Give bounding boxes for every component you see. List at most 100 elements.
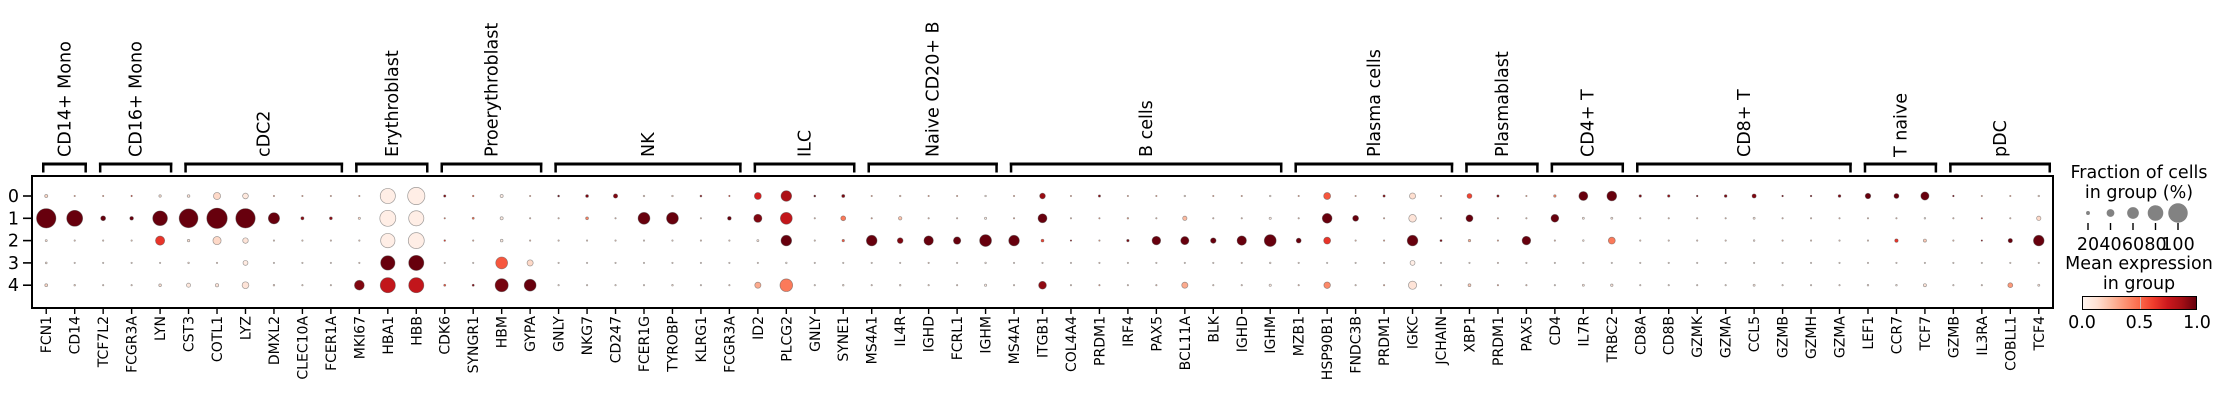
expression-dot: [699, 217, 702, 220]
expression-dot: [1496, 284, 1499, 287]
group-bracket-end: [995, 162, 998, 173]
group-bracket: [1636, 162, 1852, 166]
expression-dot: [1781, 239, 1784, 242]
colorbar-mid-tick: [2139, 297, 2141, 309]
expression-dot: [585, 284, 589, 287]
expression-dot: [956, 217, 959, 220]
expression-dot: [1610, 261, 1613, 264]
expression-dot: [2009, 194, 2012, 198]
size-legend-dot: [2127, 207, 2139, 219]
expression-dot: [1236, 235, 1247, 246]
expression-dot: [841, 194, 846, 198]
expression-dot: [1607, 236, 1616, 245]
expression-dot: [754, 192, 762, 200]
expression-dot: [272, 261, 276, 264]
expression-dot: [1894, 238, 1899, 243]
group-bracket-end: [1636, 162, 1639, 173]
group-label: Plasmablast: [1493, 51, 1513, 157]
expression-dot: [1155, 217, 1158, 220]
gene-label: GZMK: [1690, 315, 1706, 358]
expression-dot: [358, 194, 361, 198]
expression-dot: [1069, 239, 1073, 242]
group-label: pDC: [1991, 120, 2011, 157]
expression-dot: [155, 235, 166, 246]
expression-dot: [443, 217, 446, 220]
expression-dot: [1008, 234, 1020, 247]
expression-dot: [1610, 216, 1614, 220]
expression-dot: [358, 239, 361, 242]
gene-label: TCF7: [1918, 316, 1934, 351]
gene-label: PAX5: [1149, 316, 1165, 352]
group-bracket-end: [355, 162, 358, 173]
expression-dot: [443, 261, 446, 264]
expression-dot: [642, 284, 646, 287]
size-legend-value: 100: [2161, 235, 2194, 255]
expression-dot: [494, 278, 509, 293]
expression-dot: [642, 239, 646, 242]
gene-label: JCHAIN: [1434, 316, 1450, 366]
group-bracket-end: [1279, 162, 1283, 173]
expression-dot: [407, 187, 426, 205]
gene-label: MS4A1: [1007, 316, 1023, 364]
expression-dot: [780, 190, 792, 202]
expression-dot: [642, 261, 646, 264]
expression-dot: [756, 261, 759, 264]
expression-dot: [44, 283, 49, 287]
expression-dot: [186, 282, 191, 288]
expression-dot: [1724, 239, 1727, 242]
expression-dot: [1097, 194, 1101, 198]
expression-dot: [728, 239, 731, 242]
expression-dot: [898, 216, 903, 221]
expression-dot: [1383, 239, 1386, 242]
expression-dot: [557, 284, 560, 287]
group-label: Erythroblast: [383, 50, 403, 157]
expression-dot: [956, 284, 959, 287]
expression-dot: [73, 194, 76, 198]
expression-dot: [1465, 214, 1474, 223]
gene-label: NKG7: [580, 316, 596, 355]
expression-dot: [1496, 261, 1499, 264]
expression-dot: [756, 239, 760, 242]
expression-dot: [1180, 236, 1190, 246]
expression-dot: [1352, 214, 1359, 222]
gene-label: CD4: [1548, 316, 1564, 346]
expression-dot: [866, 234, 878, 247]
expression-dot: [443, 239, 446, 242]
gene-label: CST3: [182, 316, 198, 352]
expression-dot: [613, 193, 619, 199]
expression-dot: [1550, 214, 1560, 223]
gene-label: IGKC: [1406, 316, 1422, 349]
size-legend-title-line2: in group (%): [2084, 183, 2194, 203]
expression-dot: [1496, 217, 1499, 220]
expression-dot: [1696, 194, 1699, 198]
expression-dot: [1696, 217, 1699, 220]
expression-dot: [1752, 216, 1756, 220]
gene-label: GZMB: [1776, 316, 1792, 358]
expression-dot: [499, 194, 504, 198]
expression-dot: [1183, 194, 1186, 198]
gene-label: COTL1: [210, 316, 226, 362]
expression-dot: [1126, 284, 1129, 287]
expression-dot: [2007, 282, 2014, 289]
expression-dot: [1724, 261, 1727, 264]
expression-dot: [329, 284, 332, 287]
expression-dot: [671, 284, 674, 287]
expression-dot: [870, 194, 873, 198]
expression-dot: [1866, 217, 1870, 220]
expression-dot: [408, 254, 425, 271]
expression-dot: [2037, 283, 2041, 287]
gene-label: PRDM1: [1092, 316, 1108, 366]
row-label: 2: [8, 232, 19, 252]
gene-label: FCGR3A: [125, 316, 141, 373]
gene-label: IGHD: [1235, 316, 1251, 352]
expression-dot: [671, 239, 674, 242]
expression-dot: [301, 284, 304, 287]
expression-dot: [1923, 217, 1927, 220]
expression-dot: [1240, 261, 1243, 264]
gene-label: PRDM1: [1491, 316, 1507, 366]
size-legend-dot: [2106, 209, 2115, 217]
expression-dot: [1037, 213, 1048, 224]
expression-dot: [102, 261, 105, 264]
gene-label: KLRG1: [694, 316, 710, 362]
expression-dot: [1553, 239, 1556, 242]
